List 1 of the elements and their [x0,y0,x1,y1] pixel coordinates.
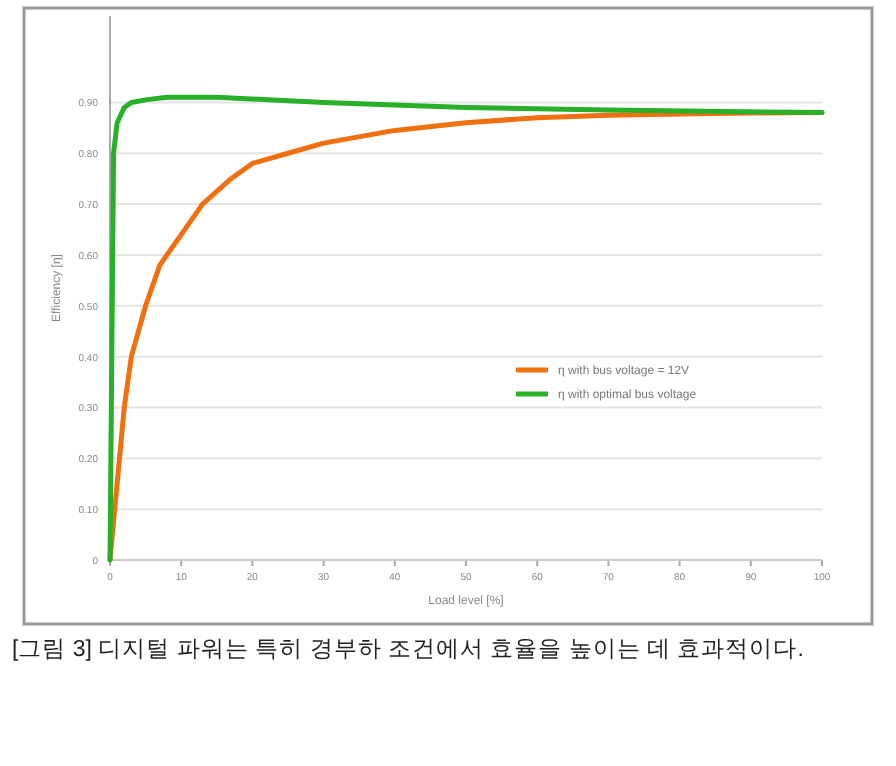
text: [그림 3] 디지털 파워는 특히 경부하 조건에서 효율을 높이는 데 효과적이다. [12,638,804,662]
